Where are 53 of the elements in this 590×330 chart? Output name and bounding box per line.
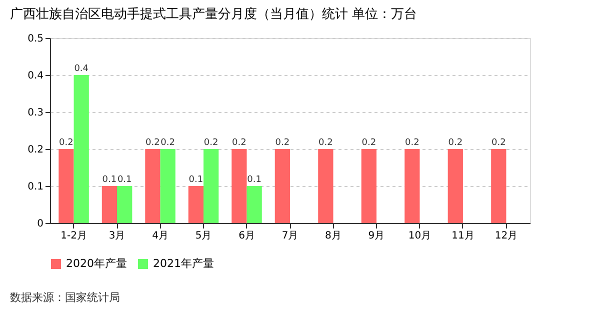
bar — [58, 149, 74, 223]
y-tick-label: 0.2 — [28, 144, 44, 156]
x-tick-label: 1-2月 — [60, 230, 87, 242]
data-label: 0.1 — [117, 175, 132, 185]
bar — [160, 149, 176, 223]
bar — [117, 186, 132, 223]
x-tick-label: 8月 — [325, 230, 342, 242]
x-tick-label: 6月 — [238, 230, 255, 242]
data-label: 0.2 — [405, 138, 420, 148]
x-tick-label: 7月 — [282, 230, 298, 242]
bar — [74, 75, 89, 223]
source-note: 数据来源：国家统计局 — [10, 291, 120, 304]
x-tick-label: 12月 — [494, 230, 518, 242]
legend-label: 2020年产量 — [66, 257, 127, 270]
data-label: 0.1 — [188, 175, 204, 185]
bar — [102, 186, 118, 223]
bar — [204, 149, 219, 223]
data-label: 0.1 — [102, 175, 117, 185]
data-label: 0.2 — [59, 138, 74, 148]
data-label: 0.4 — [74, 64, 89, 74]
x-tick-label: 5月 — [195, 230, 212, 242]
y-tick-label: 0.1 — [28, 182, 44, 192]
bar — [188, 186, 204, 223]
bar — [404, 149, 420, 223]
data-label: 0.2 — [491, 138, 506, 148]
x-tick-label: 11月 — [452, 230, 474, 242]
data-label: 0.2 — [204, 138, 218, 148]
data-label: 0.1 — [247, 175, 262, 185]
bar — [274, 149, 290, 223]
data-label: 0.2 — [146, 138, 160, 148]
y-tick-label: 0 — [37, 218, 44, 230]
y-tick-label: 0.4 — [28, 70, 44, 82]
x-tick-label: 4月 — [152, 230, 168, 242]
data-label: 0.2 — [362, 138, 376, 148]
data-label: 0.2 — [318, 138, 333, 148]
x-tick-label: 9月 — [368, 230, 385, 242]
bar — [491, 149, 506, 223]
y-tick-label: 0.3 — [28, 108, 44, 118]
bar — [246, 186, 262, 223]
bar — [361, 149, 376, 223]
bar — [145, 149, 160, 223]
chart-title: 广西壮族自治区电动手提式工具产量分月度（当月值）统计 单位：万台 — [10, 6, 418, 22]
x-tick-label: 3月 — [108, 230, 126, 242]
y-tick-label: 0.5 — [28, 34, 44, 44]
data-label: 0.2 — [275, 138, 290, 148]
data-label: 0.2 — [448, 138, 463, 148]
bar — [448, 149, 463, 223]
legend-label: 2021年产量 — [153, 257, 214, 270]
data-label: 0.2 — [160, 138, 175, 148]
bar — [318, 149, 334, 223]
data-label: 0.2 — [232, 138, 246, 148]
bar — [232, 149, 247, 223]
x-tick-label: 10月 — [408, 230, 432, 242]
